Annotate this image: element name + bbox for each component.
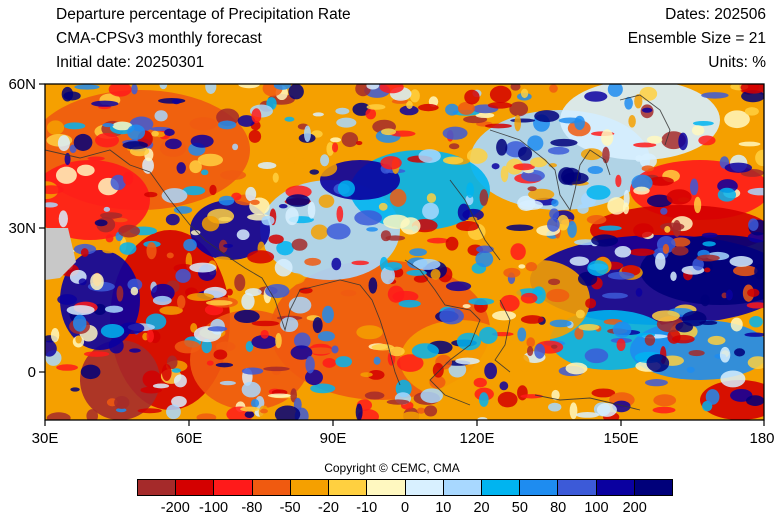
lat-label-0: 0: [27, 364, 36, 381]
colorbar-cell: [405, 480, 444, 495]
model-name: CMA-CPSv3 monthly forecast: [56, 30, 262, 47]
lon-label-150e: 150E: [603, 430, 639, 447]
lon-label-60e: 60E: [175, 430, 203, 447]
colorbar-cell: [290, 480, 330, 495]
colorbar-cell: [214, 480, 253, 495]
lon-label-120e: 120E: [459, 430, 495, 447]
colorbar-cell: [252, 480, 291, 495]
colorbar-label: -100: [199, 500, 229, 516]
colorbar-label: 200: [622, 500, 647, 516]
colorbar-cell: [558, 480, 597, 495]
colorbar-label: 80: [550, 500, 567, 516]
colorbar-label: -200: [160, 500, 190, 516]
lon-label-180: 180: [749, 430, 775, 447]
colorbar-cell: [520, 480, 559, 495]
colorbar-cell: [138, 480, 177, 495]
colorbar-label: 10: [435, 500, 452, 516]
lat-label-30n: 30N: [8, 220, 36, 237]
colorbar-cell: [329, 480, 368, 495]
colorbar-cell: [596, 480, 635, 495]
chart-title: Departure percentage of Precipitation Ra…: [56, 6, 351, 23]
colorbar-cell: [176, 480, 215, 495]
lat-label-60n: 60N: [8, 76, 36, 93]
colorbar-cell: [634, 480, 673, 495]
missing-data-region: [45, 228, 76, 280]
copyright-text: Copyright © CEMC, CMA: [324, 461, 460, 475]
colorbar-label: -10: [356, 500, 378, 516]
initial-date: Initial date: 20250301: [56, 54, 205, 71]
map-frame: [44, 83, 765, 421]
colorbar-cell: [367, 480, 406, 495]
colorbar-cell: [481, 480, 521, 495]
anomaly-field: [45, 84, 764, 420]
coastlines: [45, 94, 671, 411]
axis-ticks: [39, 83, 765, 426]
lon-label-30e: 30E: [31, 430, 59, 447]
colorbar-label: -50: [279, 500, 301, 516]
forecast-dates: Dates: 202506: [665, 6, 766, 23]
colorbar-label: 100: [584, 500, 609, 516]
units-label: Units: %: [708, 54, 766, 71]
colorbar-label: -20: [317, 500, 339, 516]
colorbar-label: 20: [473, 500, 490, 516]
colorbar-label: 0: [400, 500, 410, 516]
colorbar: [137, 479, 673, 496]
ensemble-size: Ensemble Size = 21: [627, 30, 766, 47]
lon-label-90e: 90E: [319, 430, 347, 447]
colorbar-label: -80: [241, 500, 263, 516]
colorbar-cell: [443, 480, 482, 495]
colorbar-label: 50: [511, 500, 528, 516]
